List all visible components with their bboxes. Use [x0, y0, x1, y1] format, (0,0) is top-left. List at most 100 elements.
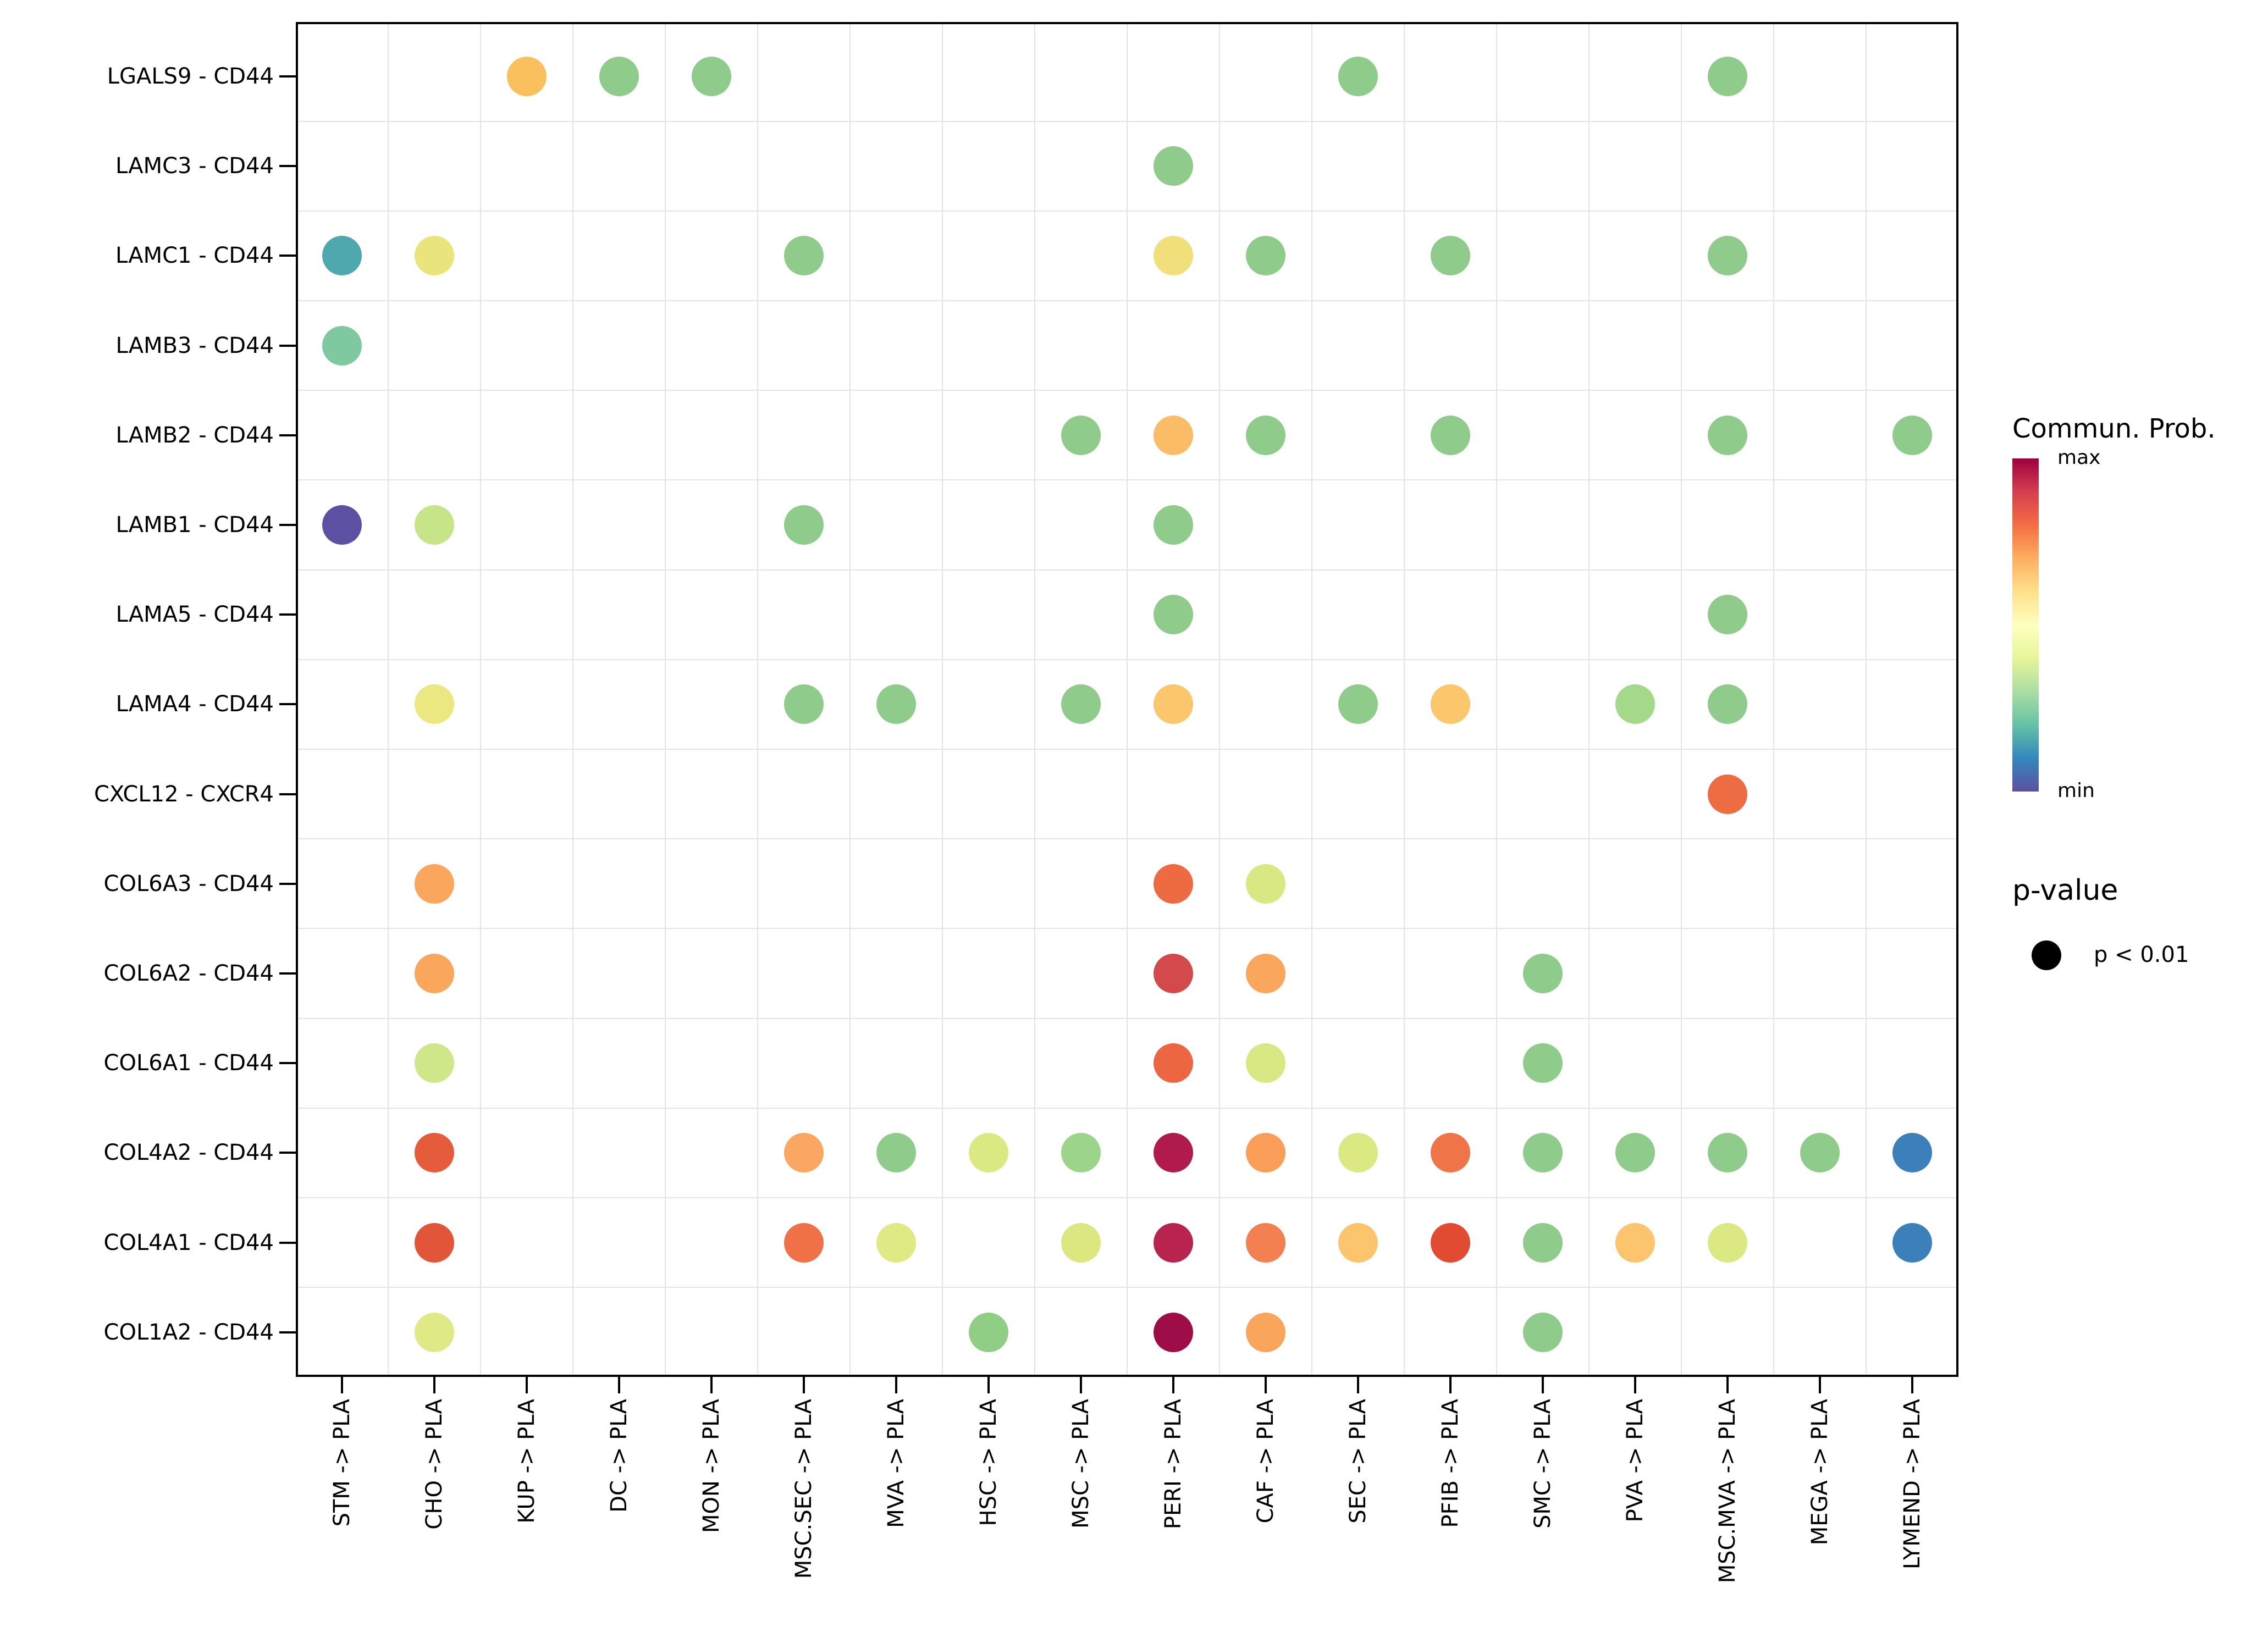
dot-point — [1708, 57, 1747, 96]
dot-point — [1061, 1133, 1101, 1172]
gridline — [665, 24, 666, 1375]
y-axis-tick — [279, 165, 296, 167]
x-axis-tick — [1357, 1377, 1359, 1393]
gridline — [298, 300, 1956, 301]
dot-point — [1061, 1223, 1101, 1263]
gridline — [298, 659, 1956, 660]
dot-point — [1431, 1223, 1470, 1263]
x-axis-tick — [1911, 1377, 1913, 1393]
gridline — [572, 24, 573, 1375]
gridline — [757, 24, 758, 1375]
y-axis-label: COL6A3 - CD44 — [103, 871, 274, 897]
gridline — [1588, 24, 1590, 1375]
dot-point — [1246, 236, 1285, 275]
x-axis-tick — [618, 1377, 620, 1393]
y-axis-label: LAMC1 - CD44 — [115, 243, 274, 268]
pvalue-legend-label: p < 0.01 — [2094, 942, 2189, 967]
y-axis-label: CXCL12 - CXCR4 — [94, 782, 274, 807]
dot-point — [1338, 1133, 1378, 1172]
gridline — [298, 838, 1956, 839]
dot-point — [1708, 236, 1747, 275]
dot-point — [1246, 1223, 1285, 1263]
y-axis-tick — [279, 793, 296, 795]
y-axis-label: LAMB2 - CD44 — [115, 423, 274, 448]
gridline — [1311, 24, 1312, 1375]
dot-point — [1154, 864, 1193, 904]
x-axis-label: CHO -> PLA — [422, 1399, 447, 1530]
dot-point — [692, 57, 731, 96]
dot-point — [1154, 595, 1193, 634]
dot-point — [599, 57, 639, 96]
x-axis-label: PVA -> PLA — [1623, 1399, 1648, 1523]
x-axis-tick — [710, 1377, 713, 1393]
gridline — [298, 928, 1956, 929]
colorbar-title: Commun. Prob. — [2012, 413, 2216, 444]
y-axis-tick — [279, 972, 296, 975]
dot-point — [1523, 1133, 1563, 1172]
gridline — [1866, 24, 1867, 1375]
y-axis-tick — [279, 883, 296, 885]
y-axis-tick — [279, 1062, 296, 1064]
dot-point — [1246, 416, 1285, 455]
gridline — [1496, 24, 1497, 1375]
x-axis-label: KUP -> PLA — [514, 1399, 539, 1524]
gridline — [298, 1197, 1956, 1198]
dot-point — [1892, 1223, 1932, 1263]
x-axis-label: CAF -> PLA — [1253, 1399, 1278, 1524]
gridline — [298, 479, 1956, 480]
y-axis-label: LGALS9 - CD44 — [107, 64, 274, 89]
x-axis-tick — [1542, 1377, 1544, 1393]
dot-point — [1154, 236, 1193, 275]
x-axis-label: STM -> PLA — [329, 1399, 355, 1527]
gridline — [298, 749, 1956, 750]
dot-point — [1246, 1313, 1285, 1352]
dot-point — [1154, 1133, 1193, 1172]
x-axis-label: MVA -> PLA — [884, 1399, 909, 1528]
dot-point — [507, 57, 547, 96]
dot-point — [1154, 1313, 1193, 1352]
x-axis-label: MSC -> PLA — [1068, 1399, 1094, 1529]
dot-point — [415, 1133, 454, 1172]
dot-point — [784, 1133, 824, 1172]
dot-point — [969, 1133, 1008, 1172]
gridline — [298, 1018, 1956, 1019]
dot-point — [876, 1133, 916, 1172]
y-axis-label: COL6A2 - CD44 — [103, 961, 274, 986]
dot-point — [1154, 146, 1193, 186]
dot-point — [1800, 1133, 1840, 1172]
gridline — [1404, 24, 1405, 1375]
pvalue-legend-dot-icon — [2032, 940, 2061, 970]
gridline — [298, 211, 1956, 212]
y-axis-label: COL4A2 - CD44 — [103, 1140, 274, 1165]
dot-point — [1246, 1043, 1285, 1083]
dot-point — [415, 236, 454, 275]
x-axis-tick — [526, 1377, 528, 1393]
gridline — [1681, 24, 1682, 1375]
y-axis-tick — [279, 703, 296, 705]
dot-point — [784, 684, 824, 724]
pvalue-legend-title: p-value — [2012, 874, 2118, 907]
dot-point — [1246, 1133, 1285, 1172]
y-axis-tick — [279, 1152, 296, 1154]
x-axis-tick — [895, 1377, 897, 1393]
dot-point — [969, 1313, 1008, 1352]
dot-point — [322, 326, 362, 366]
dot-point — [1523, 1223, 1563, 1263]
dot-point — [415, 864, 454, 904]
dot-point — [1246, 954, 1285, 993]
dot-point — [1154, 505, 1193, 545]
dot-point — [1431, 1133, 1470, 1172]
dot-point — [1061, 416, 1101, 455]
gridline — [849, 24, 851, 1375]
gridline — [298, 390, 1956, 391]
x-axis-tick — [1449, 1377, 1452, 1393]
colorbar-gradient — [2012, 458, 2039, 792]
x-axis-tick — [1726, 1377, 1729, 1393]
x-axis-label: SMC -> PLA — [1530, 1399, 1555, 1529]
dot-point — [1523, 954, 1563, 993]
gridline — [298, 121, 1956, 122]
gridline — [1219, 24, 1220, 1375]
x-axis-tick — [1634, 1377, 1636, 1393]
dot-point — [1154, 1223, 1193, 1263]
